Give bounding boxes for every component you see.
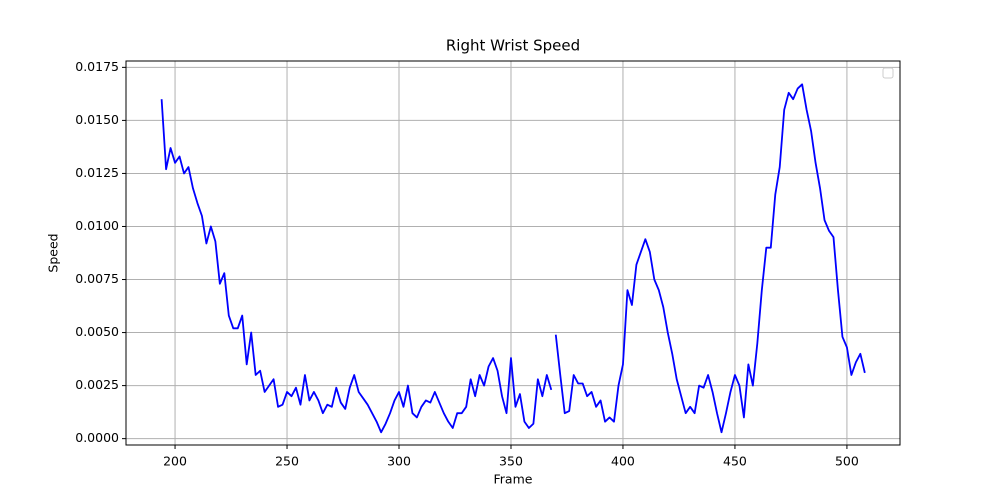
- y-tick-label: 0.0100: [75, 218, 119, 233]
- data-line: [160, 83, 866, 434]
- x-tick-label: 300: [387, 454, 411, 469]
- y-tick-label: 0.0050: [75, 324, 119, 339]
- y-tick-label: 0.0075: [75, 271, 119, 286]
- axes-frame: [125, 60, 901, 446]
- x-tick-label: 250: [275, 454, 299, 469]
- y-tick-label: 0.0125: [75, 165, 119, 180]
- y-tick-label: 0.0175: [75, 59, 119, 74]
- chart-title: Right Wrist Speed: [446, 37, 580, 55]
- y-tick-label: 0.0150: [75, 112, 119, 127]
- y-axis-label: Speed: [46, 233, 61, 272]
- x-tick-label: 350: [499, 454, 523, 469]
- x-tick-label: 500: [835, 454, 859, 469]
- legend: [882, 67, 894, 79]
- x-tick-label: 200: [163, 454, 187, 469]
- x-tick-label: 450: [723, 454, 747, 469]
- y-tick-label: 0.0025: [75, 377, 119, 392]
- x-axis-label: Frame: [494, 472, 533, 487]
- y-tick-label: 0.0000: [75, 430, 119, 445]
- x-tick-label: 400: [611, 454, 635, 469]
